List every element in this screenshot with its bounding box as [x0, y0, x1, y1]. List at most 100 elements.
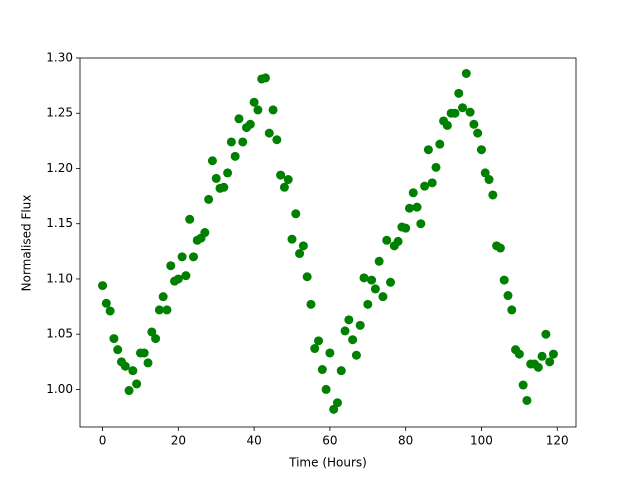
point — [545, 357, 555, 367]
point — [298, 241, 308, 251]
point — [408, 188, 418, 198]
point — [355, 320, 365, 330]
point — [386, 277, 396, 287]
point — [181, 271, 191, 281]
point — [124, 386, 134, 396]
point — [404, 203, 414, 213]
point — [378, 292, 388, 302]
point — [211, 173, 221, 183]
point — [541, 329, 551, 339]
point — [401, 223, 411, 233]
point — [166, 261, 176, 271]
point — [283, 175, 293, 185]
y-tick-label: 1.05 — [46, 327, 73, 341]
x-tick-label: 80 — [398, 434, 413, 448]
point — [120, 361, 130, 371]
point — [442, 120, 452, 130]
point — [325, 348, 335, 358]
point — [276, 170, 286, 180]
point — [348, 335, 358, 345]
point — [314, 336, 324, 346]
point — [272, 135, 282, 145]
x-tick-label: 120 — [546, 434, 569, 448]
point — [173, 274, 183, 284]
x-axis-label: Time (Hours) — [288, 456, 367, 470]
point — [98, 281, 108, 291]
point — [264, 128, 274, 138]
point — [503, 291, 513, 301]
point — [143, 358, 153, 368]
point — [204, 194, 214, 204]
point — [344, 315, 354, 325]
point — [480, 168, 490, 178]
point — [177, 252, 187, 262]
point — [367, 275, 377, 285]
point — [287, 234, 297, 244]
point — [514, 349, 524, 359]
point — [450, 108, 460, 118]
point — [461, 68, 471, 78]
point — [374, 256, 384, 266]
x-tick-label: 40 — [246, 434, 261, 448]
y-tick-label: 1.30 — [46, 51, 73, 65]
point — [268, 105, 278, 115]
point — [548, 349, 558, 359]
plot-frame — [79, 57, 577, 428]
point — [223, 168, 233, 178]
point — [382, 235, 392, 245]
point — [458, 103, 468, 113]
point — [105, 306, 115, 316]
point — [101, 298, 111, 308]
y-axis-label: Normalised Flux — [20, 195, 34, 292]
point — [435, 139, 445, 149]
point — [499, 275, 509, 285]
point — [393, 236, 403, 246]
point — [416, 219, 426, 229]
point — [185, 214, 195, 224]
point — [128, 366, 138, 376]
point — [488, 190, 498, 200]
point — [336, 366, 346, 376]
y-tick-label: 1.20 — [46, 161, 73, 175]
point — [295, 249, 305, 259]
x-tick-label: 60 — [322, 434, 337, 448]
point — [507, 305, 517, 315]
point — [473, 128, 483, 138]
point — [162, 305, 172, 315]
point — [476, 145, 486, 155]
point — [412, 202, 422, 212]
point — [188, 252, 198, 262]
point — [537, 351, 547, 361]
y-tick-label: 1.15 — [46, 216, 73, 230]
point — [431, 162, 441, 172]
point — [230, 151, 240, 161]
point — [317, 365, 327, 375]
point — [359, 273, 369, 283]
point — [321, 384, 331, 394]
point — [469, 119, 479, 129]
x-tick-label: 20 — [171, 434, 186, 448]
point — [207, 156, 217, 166]
point — [253, 105, 263, 115]
point — [260, 73, 270, 83]
point — [340, 326, 350, 336]
point — [109, 334, 119, 344]
point — [219, 182, 229, 192]
point — [154, 305, 164, 315]
point — [302, 272, 312, 282]
point — [151, 334, 161, 344]
x-tick-label: 0 — [99, 434, 107, 448]
point — [238, 137, 248, 147]
point — [249, 97, 259, 107]
point — [245, 119, 255, 129]
point — [420, 181, 430, 191]
point — [465, 107, 475, 117]
point — [113, 345, 123, 355]
point — [158, 292, 168, 302]
point — [147, 327, 157, 337]
point — [522, 395, 532, 405]
y-tick-label: 1.00 — [46, 382, 73, 396]
point — [306, 299, 316, 309]
